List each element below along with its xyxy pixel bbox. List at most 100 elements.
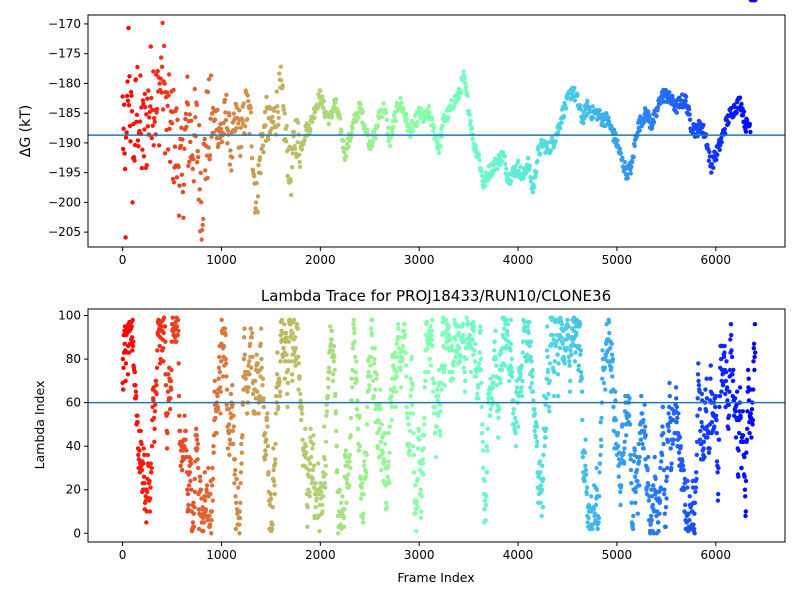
lambda-point xyxy=(256,411,261,416)
delta-g-point xyxy=(200,222,205,228)
delta-g-point xyxy=(125,98,131,104)
lambda-point xyxy=(233,526,239,532)
delta-g-point xyxy=(463,80,468,86)
lambda-point xyxy=(271,446,276,451)
lambda-point xyxy=(592,511,597,516)
lambda-point xyxy=(580,454,586,460)
lambda-point xyxy=(468,369,474,375)
lambda-point xyxy=(716,437,722,442)
delta-g-point xyxy=(381,101,386,106)
delta-g-point xyxy=(284,123,289,129)
lambda-point xyxy=(748,411,753,416)
lambda-point xyxy=(376,420,381,425)
lambda-point xyxy=(490,385,495,390)
lambda-point xyxy=(451,363,456,368)
delta-g-point xyxy=(212,117,218,122)
lambda-point xyxy=(597,470,602,475)
lambda-point xyxy=(285,404,290,410)
delta-g-point xyxy=(477,157,482,163)
lambda-point xyxy=(354,359,359,364)
delta-g-point xyxy=(383,110,389,116)
lambda-point xyxy=(357,413,362,418)
lambda-point xyxy=(211,450,216,455)
lambda-point xyxy=(714,430,719,436)
lambda-point xyxy=(667,380,672,386)
lambda-point xyxy=(723,391,728,397)
delta-g-point xyxy=(470,136,475,142)
lambda-point xyxy=(352,339,357,344)
lambda-point xyxy=(217,354,222,360)
delta-g-point xyxy=(597,108,602,113)
lambda-point xyxy=(320,502,325,508)
lambda-point xyxy=(726,426,731,431)
lambda-point xyxy=(692,531,697,536)
lambda-point xyxy=(120,356,126,362)
lambda-point xyxy=(694,452,699,458)
lambda-point xyxy=(693,485,699,490)
lambda-point xyxy=(674,396,679,401)
lambda-y-tick-label: 20 xyxy=(66,483,81,497)
lambda-point xyxy=(361,463,367,468)
lambda-point xyxy=(572,359,578,364)
delta-g-point xyxy=(461,69,466,74)
delta-g-point xyxy=(748,129,753,135)
delta-g-point xyxy=(705,142,710,148)
delta-g-point xyxy=(331,108,336,114)
lambda-point xyxy=(137,448,142,453)
lambda-point xyxy=(752,354,757,360)
delta-g-point xyxy=(160,107,166,112)
lambda-point xyxy=(415,476,420,482)
lambda-point xyxy=(425,346,430,351)
lambda-point xyxy=(594,487,600,492)
lambda-point xyxy=(734,402,739,407)
lambda-point xyxy=(184,448,189,453)
lambda-point xyxy=(439,387,444,392)
lambda-point xyxy=(510,369,515,375)
lambda-point xyxy=(294,322,300,327)
lambda-point xyxy=(585,520,590,525)
lambda-point xyxy=(271,467,276,473)
delta-g-point xyxy=(250,168,256,173)
delta-g-point xyxy=(255,210,260,215)
delta-g-point xyxy=(140,147,145,152)
lambda-point xyxy=(533,435,538,440)
delta-g-point xyxy=(174,175,180,180)
lambda-point xyxy=(609,365,614,370)
lambda-point xyxy=(616,444,621,449)
lambda-point xyxy=(443,317,449,323)
lambda-point xyxy=(207,522,213,527)
lambda-point xyxy=(343,454,348,460)
delta-g-y-tick-label: −200 xyxy=(48,195,81,209)
lambda-point xyxy=(168,378,174,384)
lambda-point xyxy=(451,376,456,381)
lambda-point xyxy=(657,511,662,516)
lambda-point xyxy=(513,444,519,449)
lambda-point xyxy=(317,528,322,534)
delta-g-point xyxy=(337,116,343,121)
lambda-point xyxy=(695,372,701,377)
lambda-point xyxy=(305,505,310,510)
lambda-point xyxy=(496,407,502,412)
lambda-point xyxy=(174,339,179,344)
lambda-y-tick-label: 0 xyxy=(73,526,81,540)
lambda-point xyxy=(664,496,669,501)
delta-g-point xyxy=(414,123,419,129)
lambda-point xyxy=(296,387,301,392)
lambda-point xyxy=(694,470,699,475)
delta-g-point xyxy=(271,119,276,125)
lambda-point xyxy=(696,378,701,384)
delta-g-point xyxy=(145,96,150,101)
lambda-point xyxy=(740,409,745,414)
lambda-point xyxy=(529,380,535,386)
delta-g-point xyxy=(654,114,659,119)
delta-g-x-tick-label: 0 xyxy=(119,253,127,267)
delta-g-point xyxy=(320,94,325,99)
lambda-point xyxy=(347,483,352,488)
lambda-point xyxy=(196,465,201,471)
lambda-point xyxy=(508,348,513,353)
delta-g-point xyxy=(194,102,199,108)
lambda-point xyxy=(477,350,482,355)
lambda-point xyxy=(163,383,169,388)
lambda-point xyxy=(234,500,239,505)
lambda-point xyxy=(310,476,315,482)
